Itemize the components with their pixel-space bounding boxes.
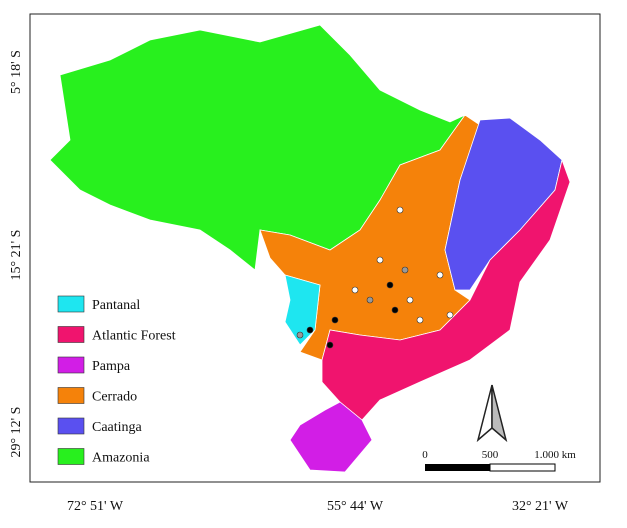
- site: [376, 256, 384, 264]
- latitude-label: 29° 12' S: [9, 407, 24, 458]
- site: [326, 341, 334, 349]
- legend-swatch: [57, 295, 85, 313]
- legend-label: Pantanal: [92, 298, 140, 313]
- site: [366, 296, 374, 304]
- atlantic-forest-region: [321, 158, 571, 421]
- pampa-region: [289, 401, 373, 473]
- sample-sites: [296, 206, 454, 349]
- site: [351, 286, 359, 294]
- site: [296, 331, 304, 339]
- legend-label: Pampa: [92, 359, 131, 374]
- site: [306, 326, 314, 334]
- legend: Pantanal Atlantic Forest Pampa Cerrado Caati…: [57, 295, 176, 466]
- legend-swatch: [57, 387, 85, 404]
- site: [401, 266, 409, 274]
- site: [391, 306, 399, 314]
- site: [331, 316, 339, 324]
- longitude-labels: 72° 51' W 55° 44' W 32° 21' W: [67, 499, 569, 514]
- biomes: [49, 24, 571, 473]
- scale-label: 0: [422, 449, 428, 461]
- legend-swatch: [57, 326, 85, 343]
- scale-segment: [425, 464, 490, 471]
- legend-label: Amazonia: [92, 451, 150, 466]
- legend-swatch: [57, 417, 85, 435]
- site: [416, 316, 424, 324]
- longitude-label: 32° 21' W: [512, 499, 569, 514]
- latitude-label: 15° 21' S: [9, 230, 24, 281]
- latitude-label: 5° 18' S: [9, 50, 24, 94]
- legend-label: Atlantic Forest: [92, 329, 176, 344]
- site: [396, 206, 404, 214]
- scale-label: 1.000 km: [534, 449, 576, 461]
- longitude-label: 72° 51' W: [67, 499, 124, 514]
- site: [446, 311, 454, 319]
- scale-label: 500: [482, 449, 499, 461]
- latitude-labels: 5° 18' S 15° 21' S 29° 12' S: [9, 50, 24, 457]
- longitude-label: 55° 44' W: [327, 499, 384, 514]
- legend-swatch: [57, 448, 85, 465]
- scale-bar: 0 500 1.000 km: [422, 449, 576, 472]
- north-arrow-right: [491, 384, 508, 443]
- site: [406, 296, 414, 304]
- legend-swatch: [57, 356, 85, 374]
- legend-label: Cerrado: [92, 390, 137, 405]
- site: [436, 271, 444, 279]
- scale-segment: [489, 463, 556, 472]
- north-arrow: [476, 384, 508, 443]
- legend-label: Caatinga: [92, 420, 143, 435]
- site: [386, 281, 394, 289]
